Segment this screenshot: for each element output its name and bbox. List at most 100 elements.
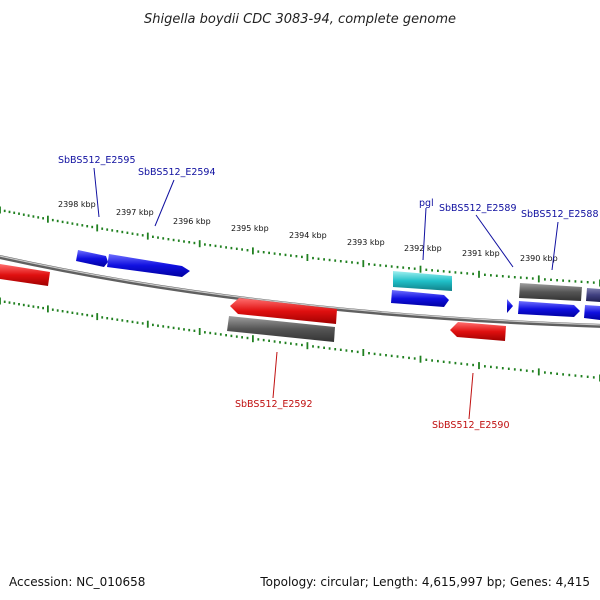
upper-minor-tick: [131, 232, 134, 235]
upper-minor-tick: [466, 272, 469, 275]
upper-minor-tick: [513, 276, 516, 279]
lower-minor-tick: [101, 316, 104, 319]
label-e2588[interactable]: SbBS512_E2588: [521, 209, 599, 220]
upper-minor-tick: [121, 230, 124, 234]
gene-forward-small-1[interactable]: [391, 290, 449, 307]
lower-minor-tick: [484, 365, 486, 368]
upper-minor-tick: [66, 221, 69, 224]
upper-minor-tick: [51, 218, 54, 222]
gene-forward-edge[interactable]: [584, 305, 600, 320]
leader-e2594: [154, 179, 175, 227]
lower-minor-tick: [295, 343, 298, 346]
upper-minor-tick: [279, 253, 281, 256]
scale-label-2393: 2393 kbp: [347, 238, 385, 247]
lower-minor-tick: [214, 332, 217, 335]
lower-minor-tick: [592, 376, 595, 379]
lower-major-tick: [47, 305, 49, 313]
leader-e2590: [468, 372, 474, 420]
lower-minor-tick: [177, 327, 180, 330]
lower-minor-tick: [56, 309, 59, 312]
gene-e2588[interactable]: [518, 301, 580, 317]
lower-minor-tick: [246, 336, 249, 340]
upper-minor-tick: [111, 229, 114, 232]
upper-minor-tick: [8, 210, 11, 214]
label-e2594[interactable]: SbBS512_E2594: [138, 167, 216, 178]
upper-major-tick: [252, 247, 254, 255]
upper-minor-tick: [574, 280, 577, 283]
gene-pgl[interactable]: [393, 271, 452, 291]
lower-major-tick: [198, 328, 201, 335]
gene-forward-tiny[interactable]: [507, 299, 513, 313]
upper-minor-tick: [323, 258, 325, 261]
upper-minor-tick: [531, 277, 534, 280]
label-pgl[interactable]: pgl: [419, 198, 434, 209]
upper-minor-tick: [136, 233, 139, 236]
lower-minor-tick: [268, 339, 270, 342]
gene-e2594[interactable]: [107, 254, 190, 277]
upper-minor-tick: [442, 270, 445, 273]
lower-minor-tick: [42, 306, 44, 310]
gene-e2592-partner[interactable]: [230, 298, 337, 324]
lower-minor-tick: [574, 374, 577, 377]
lower-minor-tick: [219, 333, 222, 336]
page-title: Shigella boydii CDC 3083-94, complete ge…: [144, 12, 456, 27]
reverse-genes: [0, 264, 506, 342]
scale-label-2391: 2391 kbp: [462, 249, 500, 258]
lower-minor-tick: [460, 362, 463, 365]
lower-minor-tick: [472, 363, 474, 367]
lower-minor-tick: [501, 367, 504, 370]
scale-label-2394: 2394 kbp: [289, 231, 327, 240]
lower-minor-tick: [162, 325, 165, 328]
gene-forward-edge-slate[interactable]: [586, 288, 600, 302]
upper-minor-tick: [351, 261, 353, 264]
upper-minor-tick: [408, 267, 410, 270]
lower-minor-tick: [131, 320, 134, 324]
leader-pgl: [422, 207, 427, 261]
lower-minor-tick: [116, 318, 119, 321]
upper-minor-tick: [437, 269, 439, 272]
upper-minor-tick: [413, 267, 416, 270]
upper-minor-tick: [472, 272, 474, 276]
lower-minor-tick: [519, 368, 522, 372]
upper-minor-tick: [204, 243, 206, 246]
lower-minor-tick: [136, 321, 139, 324]
label-e2595[interactable]: SbBS512_E2595: [58, 155, 136, 166]
upper-major-tick: [306, 254, 309, 261]
upper-major-tick: [198, 240, 201, 248]
label-e2589[interactable]: SbBS512_E2589: [439, 203, 517, 214]
gene-e2589[interactable]: [519, 283, 582, 301]
lower-minor-tick: [544, 371, 546, 374]
lower-minor-tick: [339, 348, 342, 351]
lower-minor-tick: [193, 329, 196, 332]
lower-minor-tick: [262, 338, 265, 342]
upper-minor-tick: [402, 266, 405, 269]
upper-minor-tick: [56, 219, 59, 223]
gene-e2592[interactable]: [227, 316, 335, 342]
gene-reverse-edge[interactable]: [0, 264, 50, 286]
lower-minor-tick: [525, 369, 528, 372]
upper-minor-tick: [193, 241, 196, 245]
label-e2592[interactable]: SbBS512_E2592: [235, 399, 313, 410]
upper-minor-tick: [86, 225, 89, 228]
gene-e2595[interactable]: [76, 250, 108, 267]
scale-label-2398: 2398 kbp: [58, 200, 96, 209]
lower-minor-tick: [301, 343, 303, 347]
lower-minor-tick: [562, 373, 564, 376]
lower-major-tick: [306, 342, 309, 350]
lower-major-tick: [252, 335, 254, 343]
lower-major-tick: [537, 368, 540, 376]
label-e2590[interactable]: SbBS512_E2590: [432, 420, 510, 431]
lower-minor-tick: [235, 335, 238, 338]
lower-major-tick: [419, 355, 422, 363]
lower-minor-tick: [188, 328, 191, 332]
gene-e2590[interactable]: [450, 322, 506, 341]
lower-tick-track: [0, 297, 600, 382]
upper-major-tick: [146, 232, 149, 240]
lower-minor-tick: [513, 368, 516, 371]
upper-minor-tick: [101, 227, 104, 230]
lower-minor-tick: [3, 300, 6, 303]
upper-minor-tick: [312, 256, 314, 260]
lower-minor-tick: [86, 313, 89, 317]
lower-minor-tick: [91, 314, 94, 318]
lower-minor-tick: [323, 346, 325, 349]
